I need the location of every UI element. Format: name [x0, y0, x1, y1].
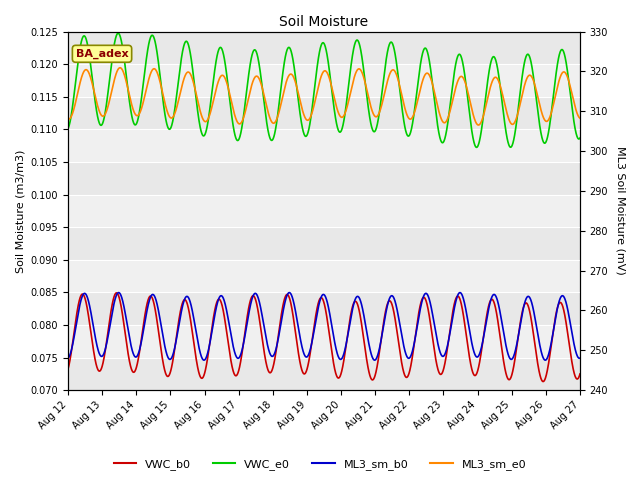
Bar — [68, 325, 580, 358]
ML3_sm_b0 — [456, 290, 464, 296]
VWC_e0 — [511, 129, 519, 135]
VWC_b0 — [113, 290, 120, 296]
Title: Soil Moisture: Soil Moisture — [280, 15, 369, 29]
VWC_e0 — [260, 103, 268, 109]
ML3_sm_e0 — [123, 80, 131, 86]
Bar — [68, 97, 580, 129]
VWC_e0 — [64, 126, 72, 132]
VWC_b0 — [540, 379, 547, 384]
ML3_sm_b0 — [64, 355, 72, 361]
VWC_e0 — [283, 48, 291, 54]
Line: VWC_b0: VWC_b0 — [68, 293, 580, 382]
VWC_b0 — [123, 341, 131, 347]
VWC_b0 — [283, 292, 291, 298]
VWC_e0 — [123, 75, 131, 81]
Text: BA_adex: BA_adex — [76, 48, 129, 59]
ML3_sm_e0 — [260, 95, 268, 100]
Line: VWC_e0: VWC_e0 — [68, 33, 580, 147]
Legend: VWC_b0, VWC_e0, ML3_sm_b0, ML3_sm_e0: VWC_b0, VWC_e0, ML3_sm_b0, ML3_sm_e0 — [109, 455, 531, 474]
Bar — [68, 260, 580, 292]
ML3_sm_e0 — [511, 119, 519, 124]
VWC_b0 — [576, 371, 584, 377]
ML3_sm_b0 — [371, 357, 378, 363]
Y-axis label: Soil Moisture (m3/m3): Soil Moisture (m3/m3) — [15, 149, 25, 273]
Bar — [68, 358, 580, 390]
ML3_sm_b0 — [123, 317, 131, 323]
ML3_sm_b0 — [153, 300, 161, 306]
VWC_b0 — [260, 351, 268, 357]
ML3_sm_e0 — [475, 122, 483, 128]
Bar — [68, 32, 580, 64]
VWC_e0 — [473, 144, 481, 150]
Line: ML3_sm_e0: ML3_sm_e0 — [68, 68, 580, 125]
ML3_sm_e0 — [116, 65, 124, 71]
Bar — [68, 194, 580, 227]
VWC_b0 — [511, 356, 519, 362]
ML3_sm_e0 — [566, 84, 574, 89]
VWC_b0 — [566, 348, 574, 354]
VWC_e0 — [576, 135, 584, 141]
Line: ML3_sm_b0: ML3_sm_b0 — [68, 293, 580, 360]
Bar — [68, 162, 580, 194]
ML3_sm_b0 — [576, 355, 584, 361]
ML3_sm_e0 — [64, 116, 72, 122]
ML3_sm_e0 — [283, 78, 291, 84]
ML3_sm_e0 — [153, 69, 161, 75]
VWC_e0 — [115, 30, 122, 36]
Y-axis label: ML3 Soil Moisture (mV): ML3 Soil Moisture (mV) — [615, 146, 625, 275]
Bar — [68, 292, 580, 325]
ML3_sm_e0 — [576, 115, 584, 121]
ML3_sm_b0 — [260, 325, 268, 331]
Bar — [68, 227, 580, 260]
Bar — [68, 129, 580, 162]
VWC_e0 — [153, 49, 161, 55]
ML3_sm_b0 — [511, 349, 519, 355]
VWC_e0 — [566, 90, 574, 96]
VWC_b0 — [153, 318, 161, 324]
Bar — [68, 64, 580, 97]
ML3_sm_b0 — [566, 320, 574, 326]
VWC_b0 — [64, 366, 72, 372]
ML3_sm_b0 — [283, 294, 291, 300]
